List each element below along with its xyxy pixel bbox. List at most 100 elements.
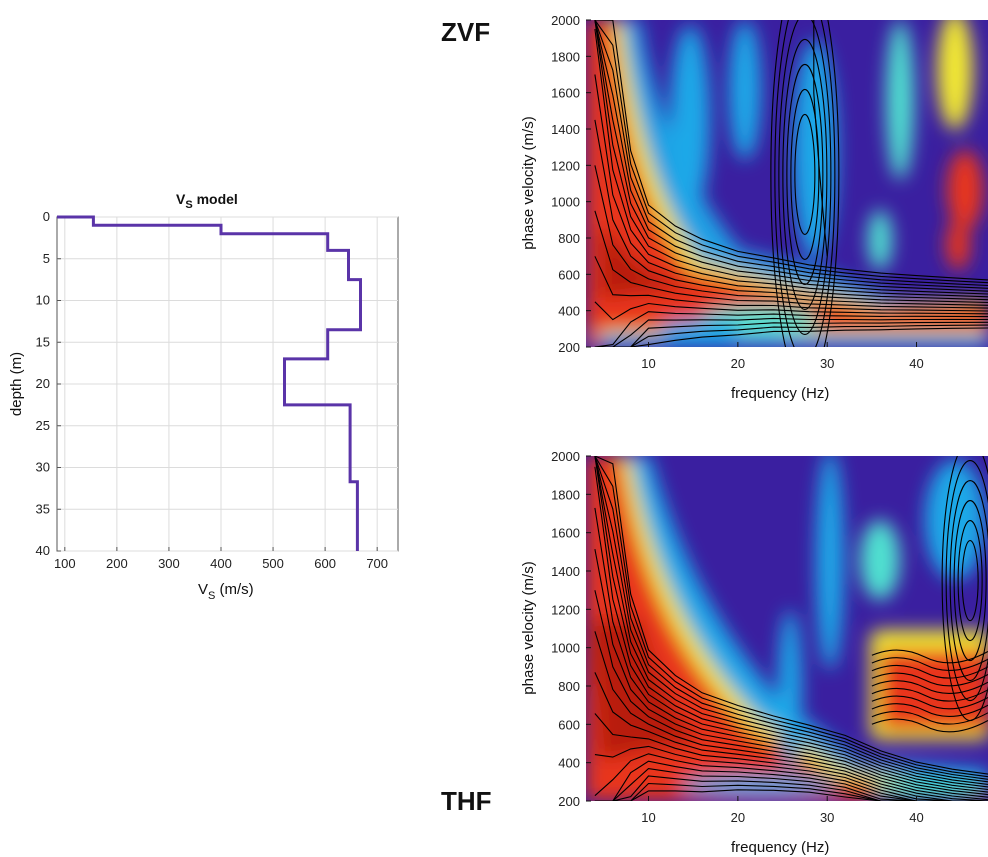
vs-x-tick-label: 700: [366, 556, 388, 571]
thf-xlabel: frequency (Hz): [731, 839, 829, 856]
thf-spectrum-chart: 10 20 30 40 200 400 600 800 1000 1200 1400 1600 180…: [520, 449, 988, 856]
vs-x-tick-label: 500: [262, 556, 284, 571]
thf-contour: [594, 507, 988, 793]
zvf-contour: [594, 256, 988, 312]
thf-contour-lines: [594, 456, 988, 801]
zvf-x-tick-label: 30: [820, 356, 834, 371]
thf-y-tick-label: 600: [558, 717, 580, 732]
thf-label: THF: [441, 786, 492, 816]
thf-y-tick-label: 1400: [551, 564, 580, 579]
thf-contour: [594, 775, 988, 801]
zvf-y-tick-label: 1400: [551, 122, 580, 137]
thf-contour-loop: [949, 480, 988, 682]
zvf-x-tick-label: 10: [641, 356, 655, 371]
thf-contour-band: [871, 695, 988, 710]
thf-contour-band: [871, 680, 988, 694]
zvf-y-tick-label: 600: [558, 267, 580, 282]
zvf-contour: [594, 311, 988, 347]
thf-contour-band: [871, 703, 988, 717]
thf-contour: [594, 456, 988, 775]
zvf-contour: [594, 327, 988, 347]
zvf-x-tick-label: 40: [909, 356, 923, 371]
vs-y-ticks: 0 5 10 15 20 25 30 35 40: [36, 209, 61, 558]
zvf-contour: [594, 74, 988, 301]
thf-contour-band: [871, 664, 988, 679]
thf-y-tick-label: 2000: [551, 449, 580, 464]
zvf-contour-ridge: [813, 20, 828, 257]
vs-profile-line: [57, 215, 362, 551]
thf-contour-band: [871, 649, 988, 664]
thf-contour: [594, 548, 988, 796]
thf-x-tick-label: 30: [820, 810, 834, 825]
vs-model-chart: VS model 100 200 300 400 500 600 700 0 5 10 15 20 2…: [8, 191, 399, 602]
thf-contour: [594, 753, 988, 801]
zvf-contour: [594, 20, 988, 289]
thf-contour-loop: [961, 540, 979, 622]
zvf-y-tick-label: 2000: [551, 13, 580, 28]
thf-contour: [594, 745, 988, 801]
thf-contour: [594, 466, 988, 791]
thf-heatmap: [586, 456, 988, 801]
vs-x-tick-label: 600: [314, 556, 336, 571]
vs-xlabel: VS (m/s): [198, 581, 254, 602]
zvf-contour: [594, 20, 988, 287]
thf-y-tick-label: 400: [558, 756, 580, 771]
zvf-spectrum-chart: 10 20 30 40 200 400 600 800 1000 1200 1400 1600 180…: [520, 13, 988, 402]
thf-contour: [594, 782, 988, 801]
thf-contour: [594, 456, 988, 780]
zvf-xlabel: frequency (Hz): [731, 385, 829, 402]
vs-y-tick-label: 40: [36, 543, 50, 558]
zvf-contour: [594, 119, 988, 304]
vs-x-tick-label: 200: [106, 556, 128, 571]
thf-contour-band: [871, 687, 988, 702]
zvf-x-ticks: 10 20 30 40: [641, 342, 924, 371]
vs-y-tick-label: 5: [43, 251, 50, 266]
zvf-label: ZVF: [441, 17, 490, 47]
thf-contour: [594, 456, 988, 788]
zvf-contour: [594, 324, 988, 347]
zvf-y-tick-label: 200: [558, 340, 580, 355]
thf-x-tick-label: 40: [909, 810, 923, 825]
thf-y-tick-label: 1200: [551, 602, 580, 617]
thf-contour: [594, 590, 988, 798]
vs-x-tick-label: 400: [210, 556, 232, 571]
zvf-contour: [594, 20, 988, 292]
thf-contour-loop: [945, 460, 988, 702]
zvf-y-tick-label: 1600: [551, 86, 580, 101]
thf-y-tick-label: 1600: [551, 526, 580, 541]
zvf-contour: [594, 210, 988, 309]
zvf-contour: [594, 321, 988, 347]
thf-y-tick-label: 800: [558, 679, 580, 694]
zvf-heatmap: [586, 20, 988, 347]
zvf-contour-loop: [770, 20, 840, 347]
zvf-contour: [594, 20, 988, 284]
thf-y-tick-label: 200: [558, 794, 580, 809]
thf-y-tick-label: 1800: [551, 487, 580, 502]
thf-contour-band: [871, 672, 988, 687]
thf-x-tick-label: 10: [641, 810, 655, 825]
zvf-contour: [594, 317, 988, 347]
zvf-contour-loop: [790, 88, 820, 260]
thf-contour: [594, 456, 988, 785]
thf-y-tick-label: 1000: [551, 641, 580, 656]
thf-contour: [594, 713, 988, 801]
zvf-x-tick-label: 20: [731, 356, 745, 371]
zvf-contour: [594, 20, 988, 295]
thf-contour: [594, 789, 988, 801]
vs-x-tick-label: 100: [54, 556, 76, 571]
zvf-y-ticks: 200 400 600 800 1000 1200 1400 1600 1800 2000: [551, 13, 591, 355]
vs-y-tick-label: 25: [36, 418, 50, 433]
zvf-ylabel: phase velocity (m/s): [520, 116, 537, 249]
zvf-y-tick-label: 1000: [551, 195, 580, 210]
thf-contour-band: [871, 657, 988, 671]
thf-contour-loop: [953, 500, 987, 662]
thf-contour-loop: [957, 520, 983, 642]
zvf-contour: [594, 301, 988, 321]
vs-x-tick-label: 300: [158, 556, 180, 571]
zvf-contour: [594, 20, 988, 281]
vs-ylabel: depth (m): [8, 352, 25, 416]
thf-contour-loop: [941, 456, 988, 722]
vs-y-tick-label: 30: [36, 460, 50, 475]
zvf-contour-loop: [794, 113, 816, 235]
